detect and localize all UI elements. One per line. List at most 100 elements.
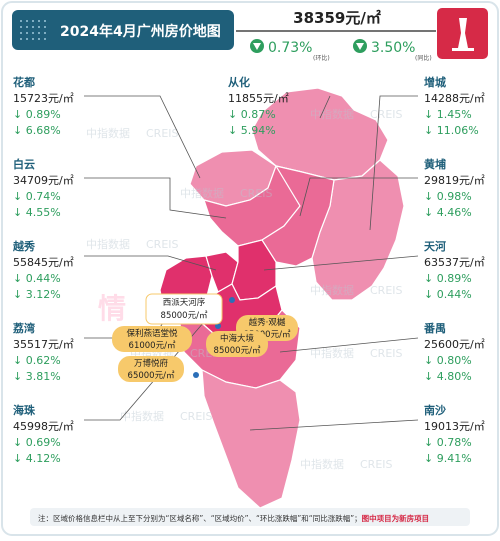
watermark-big: 情 [98, 292, 126, 325]
district-price: 29819元/㎡ [424, 174, 485, 187]
district-name: 番禺 [423, 321, 446, 335]
district-price: 55845元/㎡ [13, 256, 74, 269]
watermark: 中指数据 [86, 237, 130, 251]
project-marker [193, 372, 199, 378]
region-nansha [201, 368, 301, 509]
district-mom: ↓ 0.62% [13, 354, 61, 367]
watermark: CREIS [146, 127, 179, 140]
district-panel-yuexiu: 越秀 55845元/㎡ ↓ 0.44% ↓ 3.12% [12, 239, 74, 301]
project-label-wanbo: 万博悦府 65000元/㎡ [118, 356, 184, 382]
district-name: 荔湾 [12, 321, 35, 335]
district-name: 天河 [424, 239, 446, 253]
district-panel-zengcheng: 增城 14288元/㎡ ↓ 1.45% ↓ 11.06% [424, 75, 485, 137]
district-panel-nansha: 南沙 19013元/㎡ ↓ 0.78% ↓ 9.41% [424, 403, 485, 465]
footer-prefix: 注：区域价格信息栏中从上至下分别为“区域名称”、“区域均价”、“环比涨跌幅”和“… [38, 513, 362, 523]
district-mom: ↓ 0.80% [424, 354, 472, 367]
leader-line [279, 337, 419, 353]
district-name: 南沙 [424, 403, 446, 417]
project-label-poly: 保利燕语堂悦 61000元/㎡ [112, 326, 192, 352]
yoy-label: (同比) [415, 54, 432, 62]
yoy-value: 3.50% [371, 40, 415, 56]
project-label-xipai: 西派天河序 85000元/㎡ [145, 293, 223, 325]
district-price: 35517元/㎡ [13, 338, 74, 351]
project-price: 85000元/㎡ [244, 330, 291, 340]
district-panel-conghua: 从化 11855元/㎡ ↓ 0.87% ↓ 5.94% [228, 75, 289, 137]
yoy-indicator: 3.50% (同比) [353, 39, 432, 62]
project-marker [215, 323, 221, 329]
project-price: 85000元/㎡ [161, 311, 208, 321]
watermark: 中指数据 [310, 107, 354, 121]
leader-line [84, 255, 217, 271]
project-marker [229, 297, 235, 303]
district-name: 黄埔 [424, 157, 446, 171]
district-mom: ↓ 0.89% [424, 272, 472, 285]
canton-tower-logo [437, 8, 488, 59]
district-yoy: ↓ 4.12% [13, 452, 61, 465]
mom-label: (环比) [313, 54, 330, 62]
region-huangpu [261, 165, 335, 267]
district-yoy: ↓ 3.12% [13, 288, 61, 301]
watermark: 中指数据 [86, 126, 130, 140]
district-mom: ↓ 0.98% [424, 190, 472, 203]
district-panel-haizhu: 海珠 45998元/㎡ ↓ 0.69% ↓ 4.12% [13, 403, 74, 465]
watermark: CREIS [370, 347, 403, 360]
district-yoy: ↓ 4.46% [424, 206, 472, 219]
district-name: 增城 [424, 75, 446, 89]
project-name: 越秀·观樾 [249, 317, 286, 328]
district-panel-baiyun: 白云 34709元/㎡ ↓ 0.74% ↓ 4.55% [13, 157, 74, 219]
district-price: 34709元/㎡ [13, 174, 74, 187]
district-yoy: ↓ 3.81% [13, 370, 61, 383]
district-yoy: ↓ 4.80% [424, 370, 472, 383]
watermark: CREIS [146, 238, 179, 251]
district-yoy: ↓ 6.68% [13, 124, 61, 137]
district-price: 19013元/㎡ [424, 420, 485, 433]
watermark: CREIS [240, 187, 273, 200]
mom-indicator: 0.73% (环比) [250, 39, 330, 62]
project-price: 85000元/㎡ [214, 346, 261, 356]
district-mom: ↓ 0.87% [228, 108, 276, 121]
mom-value: 0.73% [268, 40, 312, 56]
project-name: 中海大境 [220, 333, 255, 344]
district-mom: ↓ 0.74% [13, 190, 61, 203]
district-panel-tianhe: 天河 63537元/㎡ ↓ 0.89% ↓ 0.44% [424, 239, 485, 301]
district-name: 海珠 [13, 403, 36, 417]
project-price: 65000元/㎡ [128, 371, 175, 381]
city-avg-price: 38359元/㎡ [293, 9, 381, 27]
watermark: 中指数据 [300, 457, 344, 471]
district-panel-panyu: 番禺 25600元/㎡ ↓ 0.80% ↓ 4.80% [423, 321, 485, 383]
district-yoy: ↓ 9.41% [424, 452, 472, 465]
district-mom: ↓ 1.45% [424, 108, 472, 121]
district-price: 45998元/㎡ [13, 420, 74, 433]
leader-line [249, 419, 419, 431]
district-name: 白云 [13, 157, 35, 171]
footer-highlight: 图中项目为新房项目 [362, 513, 430, 523]
district-yoy: ↓ 5.94% [228, 124, 276, 137]
leader-line [84, 321, 205, 421]
district-yoy: ↓ 4.55% [13, 206, 61, 219]
watermark: 中指数据 [310, 346, 354, 360]
watermark: 中指数据 [120, 409, 164, 423]
watermark: 中指数据 [180, 186, 224, 200]
title-grid-icon [20, 16, 50, 44]
leader-line [263, 255, 419, 271]
leader-line [84, 95, 201, 179]
district-price: 11855元/㎡ [228, 92, 289, 105]
district-price: 15723元/㎡ [13, 92, 74, 105]
district-price: 63537元/㎡ [424, 256, 485, 269]
leader-line [84, 177, 227, 219]
project-price: 61000元/㎡ [129, 341, 176, 351]
district-name: 从化 [228, 75, 250, 89]
svg-text:注：区域价格信息栏中从上至下分别为“区域名称”、“区域均价”: 注：区域价格信息栏中从上至下分别为“区域名称”、“区域均价”、“环比涨跌幅”和“… [38, 513, 429, 523]
district-mom: ↓ 0.44% [13, 272, 61, 285]
district-mom: ↓ 0.69% [13, 436, 61, 449]
project-label-zhonghai: 中海大境 85000元/㎡ [206, 331, 268, 357]
district-yoy: ↓ 11.06% [424, 124, 479, 137]
district-mom: ↓ 0.89% [13, 108, 61, 121]
district-yoy: ↓ 0.44% [424, 288, 472, 301]
watermark: CREIS [370, 108, 403, 121]
watermark: 中指数据 [310, 283, 354, 297]
district-panel-huadu: 花都 15723元/㎡ ↓ 0.89% ↓ 6.68% [13, 75, 74, 137]
project-name: 万博悦府 [134, 358, 169, 369]
district-panel-huangpu: 黄埔 29819元/㎡ ↓ 0.98% ↓ 4.46% [424, 157, 485, 219]
